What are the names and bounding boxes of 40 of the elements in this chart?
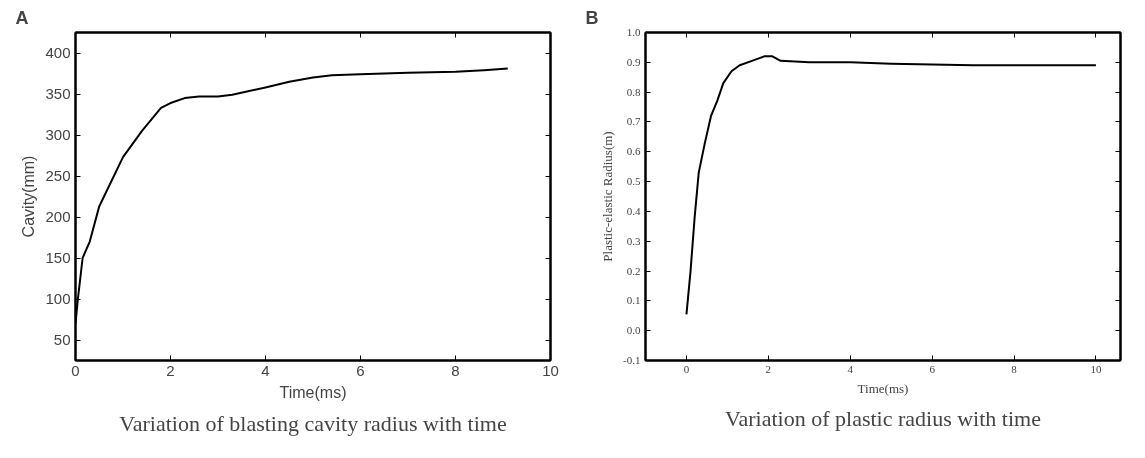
x-tick-label: 4: [847, 362, 854, 375]
x-tick-label: 10: [1090, 362, 1102, 375]
y-tick-label: 0.4: [626, 204, 641, 217]
x-tick-label: 0: [71, 361, 80, 379]
x-tick-label: 0: [683, 362, 690, 375]
text: Variation of plastic radius with time: [725, 405, 1041, 431]
y-axis-title: Plastic-elastic Radius(m): [600, 131, 616, 262]
x-tick-label: 2: [166, 361, 175, 379]
x-tick-label: 2: [765, 362, 772, 375]
y-tick-label: 0.0: [626, 324, 641, 337]
y-axis-title: Cavity(mm): [20, 155, 38, 238]
y-tick-label: 0.6: [626, 145, 641, 158]
y-tick-label: 50: [53, 331, 71, 348]
y-tick-label: 100: [45, 290, 71, 307]
y-tick-label: 350: [45, 85, 71, 102]
x-tick-label: 4: [261, 361, 270, 379]
text: B: [585, 7, 599, 28]
x-tick-label: 8: [1011, 362, 1018, 375]
y-tick-label: 0.7: [626, 115, 641, 128]
y-tick-label: 0.8: [626, 85, 641, 98]
x-axis-title: Time(ms): [857, 380, 909, 396]
y-tick-label: 0.5: [626, 175, 641, 188]
y-tick-label: 400: [45, 44, 71, 61]
y-tick-label: 300: [45, 126, 71, 143]
y-tick-label: -0.1: [623, 354, 641, 366]
x-tick-label: 6: [356, 361, 365, 379]
text: A: [15, 7, 29, 28]
x-tick-label: 10: [542, 361, 559, 379]
y-tick-label: 0.3: [626, 234, 641, 247]
y-tick-label: 200: [45, 208, 71, 225]
y-tick-label: 1.0: [626, 26, 641, 38]
y-tick-label: 250: [45, 167, 71, 184]
y-tick-label: 0.1: [626, 294, 641, 307]
y-tick-label: 0.2: [626, 264, 641, 277]
x-tick-label: 8: [451, 361, 460, 379]
text: Variation of blasting cavity radius with time: [119, 410, 507, 436]
x-axis-title: Time(ms): [279, 383, 347, 401]
y-tick-label: 0.9: [626, 55, 641, 68]
y-tick-label: 150: [45, 249, 71, 266]
x-tick-label: 6: [929, 362, 936, 375]
